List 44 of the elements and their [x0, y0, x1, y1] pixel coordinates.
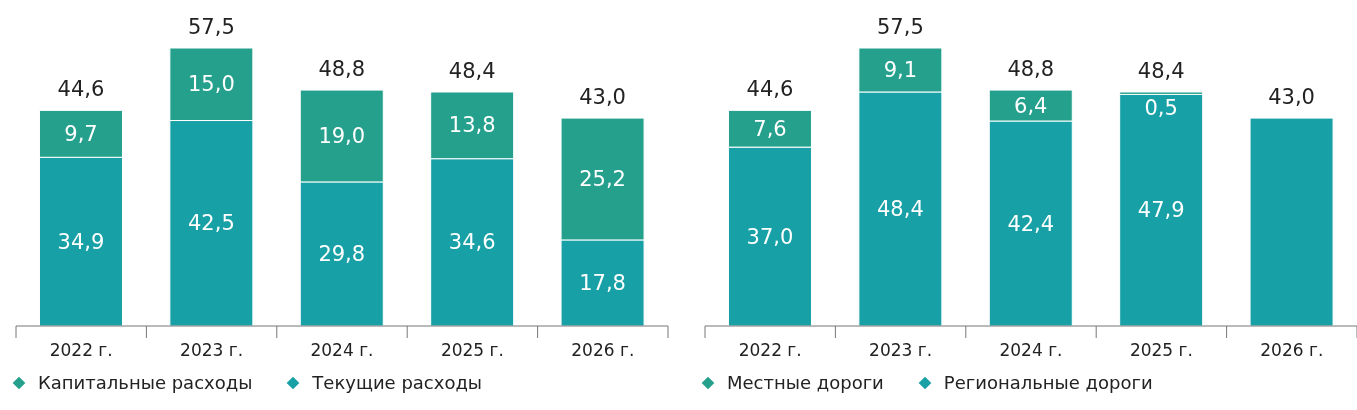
x-tick-label: 2024 г. [310, 340, 374, 360]
text: Региональные дороги [943, 372, 1153, 393]
data-label: 9,1 [883, 58, 918, 82]
total-label: 44,6 [746, 77, 794, 102]
x-tick-label: 2026 г. [571, 340, 635, 360]
x-tick-label: 2023 г. [180, 340, 244, 360]
total-label: 48,8 [1007, 57, 1055, 82]
data-label: 42,4 [1007, 211, 1055, 236]
x-tick-label: 2024 г. [999, 340, 1063, 360]
data-label: 42,5 [187, 211, 235, 236]
data-label: 48,4 [876, 197, 924, 221]
data-label: 29,8 [318, 241, 366, 266]
total-label: 48,8 [318, 57, 366, 82]
total-label: 43,0 [579, 85, 626, 110]
data-label: 25,2 [579, 167, 626, 192]
data-label: 7,6 [753, 116, 787, 141]
bar [1119, 93, 1204, 326]
total-label: 57,5 [876, 15, 924, 39]
legend-label: Капитальные расходы [38, 372, 253, 393]
data-label: 13,8 [448, 113, 496, 138]
x-tick-label: 2022 г. [49, 340, 113, 360]
data-label: 6,4 [1014, 93, 1048, 118]
total-label: 57,5 [187, 15, 235, 39]
data-label: 37,0 [746, 224, 794, 249]
x-tick-label: 2025 г. [1129, 340, 1193, 360]
data-label: 19,0 [318, 123, 366, 148]
data-label: 17,8 [579, 270, 626, 295]
data-label: 47,9 [1137, 198, 1185, 223]
legend-label: Текущие расходы [312, 372, 483, 393]
x-tick-label: 2026 г. [1260, 340, 1324, 360]
data-label: 34,6 [448, 230, 496, 255]
x-tick-label: 2025 г. [440, 340, 504, 360]
total-label: 48,4 [448, 59, 496, 83]
data-label: 15,0 [187, 72, 235, 97]
data-label: 9,7 [64, 121, 98, 146]
legend-label: Местные дороги [727, 372, 884, 393]
total-label: 43,0 [1268, 85, 1315, 110]
total-label: 44,6 [57, 77, 105, 102]
x-tick-label: 2023 г. [869, 340, 933, 360]
data-label: 0,5 [1144, 96, 1178, 121]
total-label: 48,4 [1137, 59, 1185, 83]
x-tick-label: 2022 г. [738, 340, 802, 360]
data-label: 34,9 [57, 229, 105, 254]
bar [1249, 117, 1334, 326]
